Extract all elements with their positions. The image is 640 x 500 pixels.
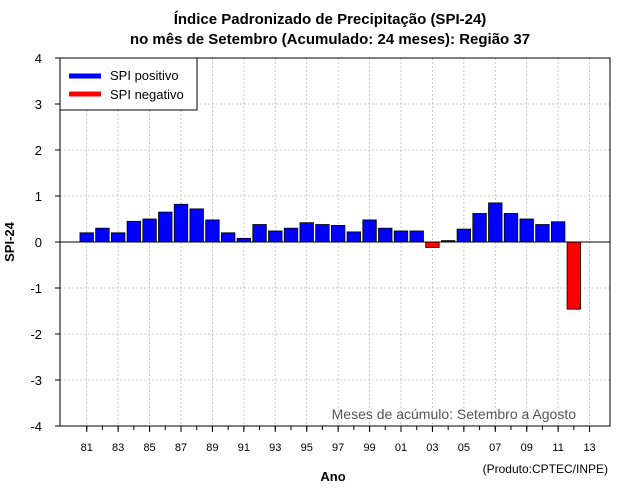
x-tick-label: 97	[332, 442, 344, 454]
x-tick-label: 13	[583, 442, 595, 454]
y-tick-label: 0	[35, 235, 42, 250]
bar-2000	[378, 227, 393, 243]
legend: SPI positivo SPI negativo	[59, 57, 198, 111]
x-axis-label: Ano	[320, 469, 345, 484]
bar-1992	[252, 224, 267, 243]
bar-2002	[409, 230, 424, 243]
y-tick-label: 4	[35, 51, 42, 66]
y-axis-label: SPI-24	[2, 221, 17, 262]
x-tick-label: 99	[363, 442, 375, 454]
bar-2003	[425, 241, 440, 248]
x-tick-label: 83	[112, 442, 124, 454]
bar-2009	[519, 218, 534, 243]
bar-1988	[189, 208, 204, 243]
x-tick-label: 87	[175, 442, 187, 454]
y-tick-label: -4	[30, 419, 42, 434]
bar-1998	[346, 231, 362, 243]
bar-1995	[299, 222, 314, 243]
bar-1989	[205, 219, 220, 243]
y-tick-label: -3	[30, 373, 42, 388]
bar-1981	[79, 232, 94, 243]
legend-label-negative: SPI negativo	[110, 87, 184, 102]
y-tick-label: 1	[35, 189, 42, 204]
bar-1991	[236, 237, 252, 243]
bar-1999	[362, 219, 377, 243]
bar-1993	[268, 230, 283, 243]
chart-title-line2: no mês de Setembro (Acumulado: 24 meses)…	[130, 31, 530, 48]
bar-1985	[142, 218, 157, 243]
bar-1997	[330, 225, 346, 243]
product-credit: (Produto:CPTEC/INPE)	[483, 462, 608, 476]
x-tick-label: 03	[426, 442, 438, 454]
bar-2012	[566, 241, 582, 310]
x-axis-ticks: 81 83 85 87 89 91 93 95 97 99 01 03 05 07 09 11 13	[81, 426, 596, 454]
x-tick-label: 91	[238, 442, 250, 454]
bar-layer	[79, 202, 582, 310]
bar-2001	[393, 230, 409, 243]
x-tick-label: 07	[489, 442, 501, 454]
bar-2008	[503, 213, 519, 243]
legend-box	[59, 57, 198, 111]
bar-1983	[110, 232, 126, 243]
accumulation-note: Meses de acúmulo: Setembro a Agosto	[332, 406, 577, 422]
x-tick-label: 85	[143, 442, 155, 454]
y-tick-label: -2	[30, 327, 42, 342]
bar-1986	[158, 211, 173, 243]
x-tick-label: 01	[395, 442, 407, 454]
chart-title-line1: Índice Padronizado de Precipitação (SPI-…	[174, 11, 487, 28]
bar-2011	[550, 221, 566, 243]
x-tick-label: 93	[269, 442, 281, 454]
bar-1990	[220, 232, 236, 243]
bar-1984	[126, 220, 142, 243]
legend-label-positive: SPI positivo	[110, 68, 179, 83]
bar-1987	[173, 203, 189, 243]
x-tick-label: 81	[81, 442, 93, 454]
y-axis-ticks: 4 3 2 1 0 -1 -2 -3 -4	[30, 51, 60, 434]
bar-1994	[283, 227, 299, 243]
bar-2006	[472, 213, 487, 243]
x-tick-label: 09	[521, 442, 533, 454]
y-tick-label: 3	[35, 97, 42, 112]
bar-2005	[456, 228, 472, 243]
x-tick-label: 05	[458, 442, 470, 454]
bar-1996	[315, 224, 330, 243]
y-tick-label: -1	[30, 281, 42, 296]
x-tick-label: 11	[552, 442, 563, 454]
x-tick-label: 89	[206, 442, 218, 454]
bar-2010	[535, 224, 550, 243]
bar-1982	[95, 227, 110, 243]
y-tick-label: 2	[35, 143, 42, 158]
x-tick-label: 95	[301, 442, 313, 454]
bar-2007	[488, 202, 503, 243]
